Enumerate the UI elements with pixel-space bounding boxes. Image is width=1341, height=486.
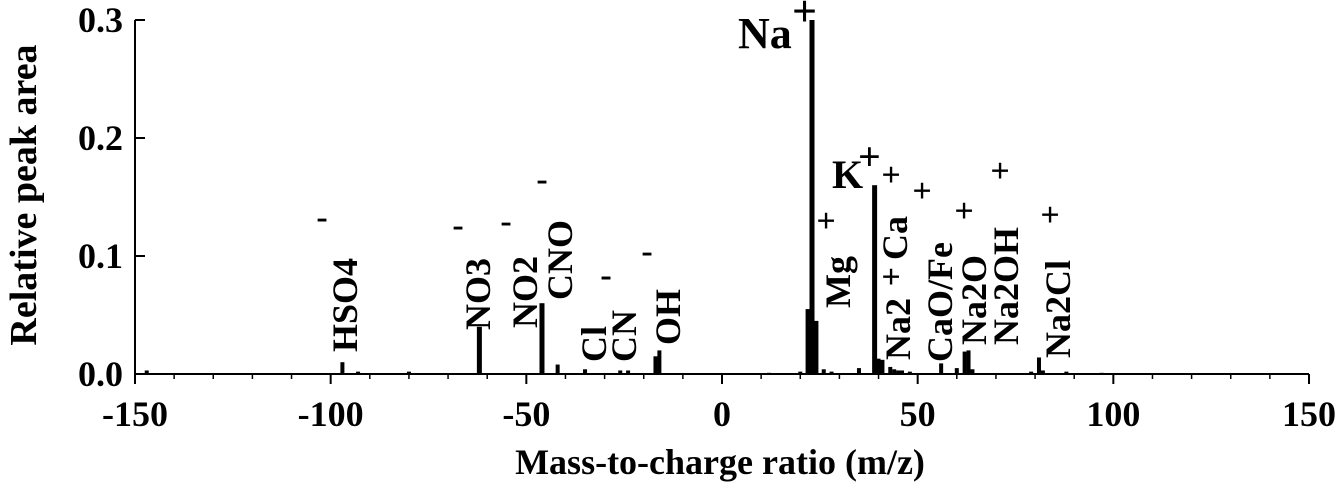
ion-label: Na2OH bbox=[986, 227, 1026, 345]
x-tick-label: 50 bbox=[900, 394, 936, 434]
spectrum-bar bbox=[653, 356, 658, 374]
x-tick-label: -50 bbox=[502, 394, 550, 434]
spectrum-bar bbox=[872, 185, 878, 374]
spectrum-bar bbox=[657, 350, 662, 374]
spectrum-bar bbox=[583, 369, 588, 374]
spectrum-bar bbox=[821, 369, 826, 374]
x-tick-label: -150 bbox=[102, 394, 168, 434]
spectrum-bar bbox=[805, 309, 811, 374]
ion-label: HSO4 bbox=[325, 258, 365, 352]
y-ticks: 0.0 0.1 0.2 0.3 bbox=[78, 0, 145, 394]
ion-charge: + bbox=[954, 193, 973, 230]
spectrum-bar bbox=[829, 371, 834, 374]
spectrum-bar bbox=[813, 320, 819, 374]
x-axis-title: Mass-to-charge ratio (m/z) bbox=[515, 442, 925, 482]
ion-charge: + bbox=[792, 0, 817, 36]
spectrum-bar bbox=[1040, 370, 1045, 374]
spectrum-bar bbox=[907, 371, 912, 374]
ion-charge: + bbox=[881, 157, 900, 194]
ion-charge: + bbox=[990, 153, 1009, 190]
spectrum-bar bbox=[962, 351, 967, 374]
ion-charge: + bbox=[816, 203, 835, 240]
spectrum-bar bbox=[356, 371, 361, 374]
ion-label: Cl bbox=[574, 326, 614, 362]
spectrum-bar bbox=[406, 371, 411, 374]
y-tick-label: 0.1 bbox=[78, 236, 123, 276]
spectrum-bar bbox=[340, 362, 345, 374]
spectrum-bar bbox=[144, 370, 149, 374]
ion-label: Na2 bbox=[878, 298, 918, 360]
ion-label: CN bbox=[604, 310, 644, 362]
ion-charge: - bbox=[641, 233, 652, 270]
ion-charge: - bbox=[316, 199, 327, 236]
spectrum-bar bbox=[798, 371, 803, 374]
spectrum-bar bbox=[966, 350, 971, 374]
spectrum-bar bbox=[954, 368, 959, 374]
spectrum-bar bbox=[939, 363, 944, 374]
x-tick-label: 150 bbox=[1282, 394, 1336, 434]
axes: -150 -100 -50 0 50 100 150 0.0 0.1 0.2 0.3 bbox=[78, 0, 1336, 434]
y-axis-title: Relative peak area bbox=[3, 44, 45, 345]
spectrum-bar bbox=[809, 20, 815, 374]
ion-charge: - bbox=[536, 161, 547, 198]
ion-label: Mg bbox=[818, 256, 858, 308]
spectrum-bar bbox=[888, 366, 893, 374]
ion-charge: + bbox=[858, 134, 881, 179]
spectrum-bar bbox=[1064, 371, 1069, 374]
x-ticks: -150 -100 -50 0 50 100 150 bbox=[102, 374, 1336, 434]
spectrum-bar bbox=[856, 368, 861, 374]
ion-label: CNO bbox=[540, 220, 580, 300]
spectrum-bar bbox=[896, 370, 901, 374]
ion-label: NO3 bbox=[458, 258, 498, 330]
y-tick-label: 0.0 bbox=[78, 354, 123, 394]
ion-charge: + bbox=[881, 259, 900, 296]
ion-charge: - bbox=[600, 257, 611, 294]
spectrum-bar bbox=[892, 369, 897, 374]
ion-label: Na2O bbox=[954, 255, 994, 345]
ion-label: NO2 bbox=[505, 256, 545, 328]
x-tick-label: 100 bbox=[1086, 394, 1140, 434]
spectrum-bar bbox=[900, 370, 905, 374]
spectrum-bar bbox=[876, 358, 881, 374]
peak-annotations: Na +K+HSO4-NO3-NO2- CNO-Cl-CN-OH-Mg+ Ca+Na2… bbox=[316, 0, 1078, 362]
ion-label: Na2Cl bbox=[1038, 260, 1078, 358]
spectrum-bar bbox=[618, 370, 623, 374]
ion-label: Na bbox=[738, 9, 792, 58]
spectrum-bar bbox=[880, 359, 885, 374]
spectrum-bar bbox=[539, 303, 545, 374]
spectrum-bar bbox=[1036, 357, 1041, 374]
spectrum-bar bbox=[1029, 371, 1034, 374]
x-tick-label: 0 bbox=[713, 394, 731, 434]
ion-label: Ca bbox=[875, 216, 915, 260]
ion-label: K bbox=[832, 152, 863, 197]
spectrum-bar bbox=[970, 369, 975, 374]
ion-charge: + bbox=[1040, 197, 1059, 234]
ion-charge: - bbox=[452, 207, 463, 244]
spectrum-bar bbox=[555, 364, 560, 374]
ion-label: CaO/Fe bbox=[920, 242, 960, 362]
ion-charge: + bbox=[912, 173, 931, 210]
ion-charge: - bbox=[500, 203, 511, 240]
spectrum-bar bbox=[476, 326, 482, 374]
y-tick-label: 0.2 bbox=[78, 118, 123, 158]
spectrum-bar bbox=[626, 370, 631, 374]
ion-label: OH bbox=[648, 289, 688, 345]
ion-charge: - bbox=[600, 257, 611, 294]
y-tick-label: 0.3 bbox=[78, 0, 123, 40]
x-tick-label: -100 bbox=[298, 394, 364, 434]
